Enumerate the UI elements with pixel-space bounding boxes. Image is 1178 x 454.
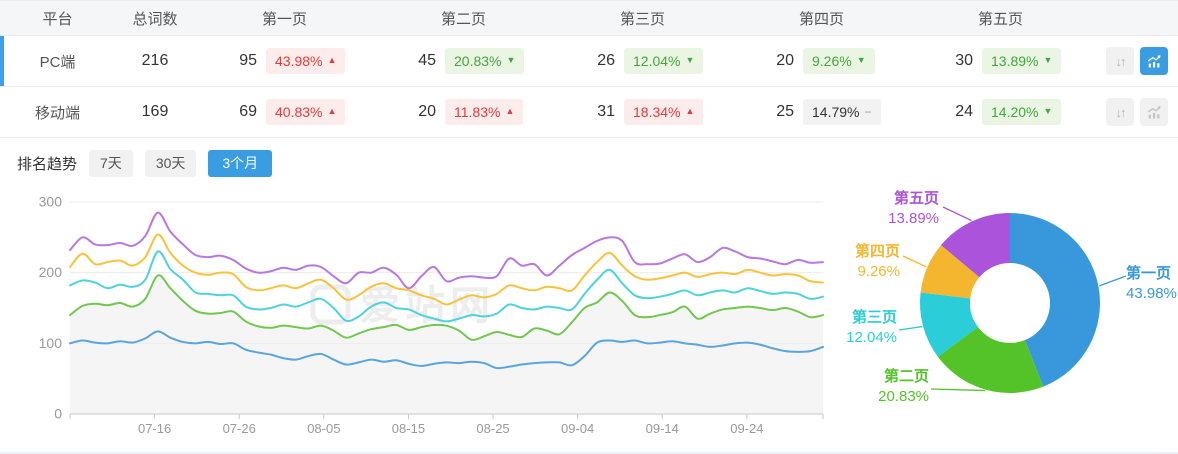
trend-badge: 12.04% (624, 47, 704, 75)
trend-badge: 40.83% (266, 98, 346, 126)
svg-text:爱站网: 爱站网 (360, 284, 495, 328)
trend-chart-icon (1147, 105, 1160, 118)
sort-button[interactable]: ↓↑ (1106, 47, 1134, 75)
sort-button[interactable]: ↓↑ (1106, 98, 1134, 126)
trend-badge: 13.89% (982, 47, 1062, 75)
trend-title: 排名趋势 (17, 155, 78, 173)
tab-3months[interactable]: 3个月 (208, 149, 273, 177)
col-header-platform: 平台 (42, 10, 73, 28)
page-count: 31 (597, 102, 615, 120)
ranking-table: 平台 总词数 第一页 第二页 第三页 第四页 第五页 PC端 216 95 43… (0, 0, 1178, 138)
donut-label-page2: 第二页 20.83% (878, 368, 929, 405)
trend-badge: 9.26% (803, 47, 875, 75)
page1-cell: 95 43.98% (195, 47, 374, 75)
page1-cell: 69 40.83% (195, 98, 374, 126)
down-arrow-icon (1043, 107, 1052, 116)
sort-arrows-icon: ↓↑ (1115, 104, 1127, 120)
page-distribution-donut: 第一页 43.98% 第二页 20.83% 第三页 12.04% 第四页 9.2… (830, 160, 1178, 452)
total-words-cell: 169 (141, 103, 169, 120)
page5-cell: 24 14.20% (911, 98, 1090, 126)
up-arrow-icon (685, 107, 694, 116)
svg-text:07-16: 07-16 (138, 421, 171, 436)
page3-cell: 31 18.34% (553, 98, 732, 126)
page-count: 30 (955, 51, 973, 69)
sort-arrows-icon: ↓↑ (1115, 53, 1127, 69)
col-header-page1: 第一页 (261, 10, 307, 28)
platform-cell: PC端 (39, 53, 76, 71)
page-count: 45 (418, 51, 436, 69)
page-count: 24 (955, 102, 973, 120)
rank-trend-line-chart: 爱站网 07-16 07-26 08-05 08-15 08-25 09-04 09-14 09… (0, 190, 830, 450)
donut-label-page4: 第四页 9.26% (854, 243, 900, 280)
page5-cell: 30 13.89% (911, 47, 1090, 75)
svg-text:300: 300 (39, 194, 63, 210)
tab-30days[interactable]: 30天 (144, 149, 197, 177)
down-arrow-icon (1043, 56, 1052, 65)
svg-text:200: 200 (39, 264, 63, 280)
trend-badge: 43.98% (266, 47, 346, 75)
col-header-page2: 第二页 (440, 10, 486, 28)
page-count: 25 (776, 102, 794, 120)
trend-badge: 14.79% (803, 98, 881, 126)
svg-text:08-15: 08-15 (392, 421, 425, 436)
svg-text:08-25: 08-25 (476, 421, 509, 436)
donut-label-page1: 第一页 43.98% (1126, 265, 1177, 302)
trend-badge: 14.20% (982, 98, 1062, 126)
down-arrow-icon (857, 56, 866, 65)
svg-text:07-26: 07-26 (223, 421, 256, 436)
tab-7days[interactable]: 7天 (89, 149, 133, 177)
svg-text:100: 100 (39, 335, 63, 351)
page-count: 20 (418, 102, 436, 120)
down-arrow-icon (506, 56, 515, 65)
table-row-mobile[interactable]: 移动端 169 69 40.83% 20 11.83% 31 18.34% 25… (0, 87, 1178, 138)
page3-cell: 26 12.04% (553, 47, 732, 75)
line-chart-canvas: 爱站网 07-16 07-26 08-05 08-15 08-25 09-04 09-14 09… (39, 194, 824, 436)
down-arrow-icon (685, 56, 694, 65)
page4-cell: 20 9.26% (732, 47, 911, 75)
trend-badge: 18.34% (624, 98, 704, 126)
svg-text:0: 0 (54, 406, 62, 422)
table-row-pc[interactable]: PC端 216 95 43.98% 45 20.83% 26 12.04% 20… (0, 36, 1178, 87)
page-count: 95 (239, 51, 257, 69)
svg-text:09-04: 09-04 (561, 421, 594, 436)
up-arrow-icon (327, 56, 336, 65)
page-count: 26 (597, 51, 615, 69)
up-arrow-icon (505, 107, 514, 116)
col-header-page4: 第四页 (798, 10, 844, 28)
table-header-row: 平台 总词数 第一页 第二页 第三页 第四页 第五页 (0, 0, 1178, 36)
trend-badge: 11.83% (445, 98, 524, 126)
svg-text:09-24: 09-24 (730, 421, 763, 436)
col-header-total-words: 总词数 (132, 10, 178, 28)
trend-badge: 20.83% (445, 47, 525, 75)
platform-cell: 移动端 (34, 104, 80, 122)
donut-label-page3: 第三页 12.04% (846, 309, 897, 346)
page2-cell: 20 11.83% (374, 98, 553, 126)
col-header-page3: 第三页 (619, 10, 665, 28)
row-actions: ↓↑ (1090, 47, 1178, 75)
total-words-cell: 216 (141, 52, 169, 69)
trend-chart-icon (1147, 54, 1160, 67)
donut-chart-canvas (898, 206, 1127, 393)
up-arrow-icon (327, 107, 336, 116)
flat-dash-icon (864, 106, 871, 118)
page-count: 20 (776, 51, 794, 69)
svg-text:08-05: 08-05 (307, 421, 340, 436)
trend-chart-button[interactable] (1140, 47, 1168, 75)
col-header-page5: 第五页 (977, 10, 1023, 28)
trend-section-header: 排名趋势 7天 30天 3个月 (0, 149, 273, 177)
row-actions: ↓↑ (1090, 98, 1178, 126)
page-count: 69 (239, 102, 257, 120)
page4-cell: 25 14.79% (732, 98, 911, 126)
svg-text:09-14: 09-14 (646, 421, 679, 436)
trend-chart-button[interactable] (1140, 98, 1168, 126)
donut-label-page5: 第五页 13.89% (888, 190, 939, 227)
page2-cell: 45 20.83% (374, 47, 553, 75)
